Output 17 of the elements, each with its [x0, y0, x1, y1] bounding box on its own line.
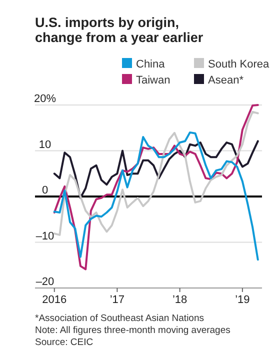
legend-label: Asean* [208, 74, 244, 86]
y-tick-label: 0 [42, 184, 48, 196]
y-tick-label: 20% [34, 93, 56, 105]
text: *Association of Southeast Asian Nations [35, 313, 204, 324]
x-tick-label: ’18 [172, 294, 188, 306]
x-tick-label: ’19 [235, 294, 250, 306]
chart-title: U.S. imports by origin, change from a year earlier [35, 15, 204, 45]
text: Note: All figures three-month moving averages [35, 325, 231, 336]
legend-label: South Korea [208, 58, 270, 70]
x-tick-label: 2016 [42, 294, 67, 306]
legend-label: Taiwan [136, 74, 170, 86]
x-tick-label: ’17 [110, 294, 125, 306]
y-tick-label: 10 [38, 138, 52, 151]
y-tick-label: –20 [36, 276, 54, 288]
y-tick-label: –10 [36, 230, 54, 242]
source-note: Source: CEIC [35, 337, 94, 348]
legend-label: China [136, 58, 166, 70]
